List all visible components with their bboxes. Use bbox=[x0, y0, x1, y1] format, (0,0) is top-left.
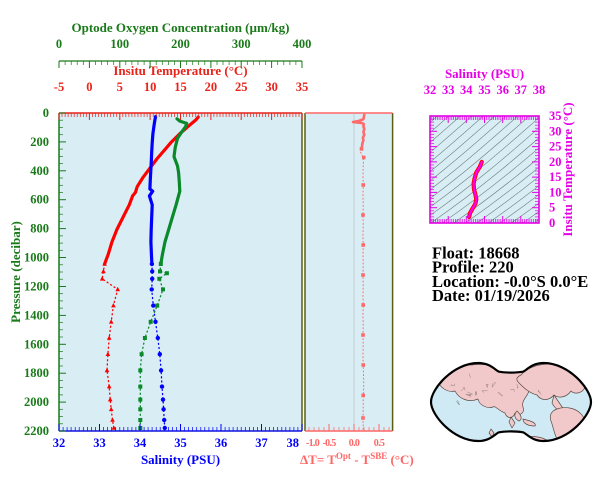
svg-text:2000: 2000 bbox=[24, 395, 49, 409]
svg-text:33: 33 bbox=[442, 83, 455, 97]
svg-text:35: 35 bbox=[174, 436, 187, 450]
svg-text:400: 400 bbox=[293, 37, 312, 51]
svg-text:1800: 1800 bbox=[24, 366, 49, 380]
svg-text:38: 38 bbox=[533, 83, 546, 97]
svg-text:Optode Oxygen Concentration (µ: Optode Oxygen Concentration (µm/kg) bbox=[71, 20, 289, 35]
svg-text:0.5: 0.5 bbox=[374, 438, 385, 449]
svg-text:33: 33 bbox=[93, 436, 106, 450]
svg-text:34: 34 bbox=[460, 83, 473, 97]
svg-text:0: 0 bbox=[86, 80, 92, 94]
svg-text:Insitu Temperature (°C): Insitu Temperature (°C) bbox=[560, 102, 575, 236]
svg-text:1200: 1200 bbox=[24, 280, 49, 294]
svg-text:200: 200 bbox=[30, 135, 49, 149]
svg-text:32: 32 bbox=[424, 83, 437, 97]
svg-text:10: 10 bbox=[144, 80, 157, 94]
svg-text:Pressure (decibar): Pressure (decibar) bbox=[8, 221, 23, 323]
svg-text:30: 30 bbox=[265, 80, 278, 94]
svg-text:37: 37 bbox=[515, 83, 528, 97]
svg-text:-0.5: -0.5 bbox=[322, 438, 336, 449]
svg-text:37: 37 bbox=[255, 436, 268, 450]
svg-text:Date: 01/19/2026: Date: 01/19/2026 bbox=[432, 286, 550, 305]
svg-text:36: 36 bbox=[496, 83, 509, 97]
svg-text:0.0: 0.0 bbox=[349, 438, 360, 449]
svg-text:-5: -5 bbox=[54, 80, 64, 94]
svg-text:0: 0 bbox=[56, 37, 62, 51]
svg-text:5: 5 bbox=[117, 80, 123, 94]
svg-text:38: 38 bbox=[287, 436, 300, 450]
svg-text:1000: 1000 bbox=[24, 251, 49, 265]
svg-text:32: 32 bbox=[53, 436, 66, 450]
svg-text:25: 25 bbox=[235, 80, 248, 94]
svg-text:0: 0 bbox=[43, 106, 49, 120]
svg-text:35: 35 bbox=[478, 83, 491, 97]
svg-text:1400: 1400 bbox=[24, 308, 49, 322]
svg-text:1600: 1600 bbox=[24, 337, 49, 351]
svg-text:36: 36 bbox=[215, 436, 228, 450]
svg-text:600: 600 bbox=[30, 193, 49, 207]
svg-text:300: 300 bbox=[232, 37, 251, 51]
svg-text:15: 15 bbox=[174, 80, 187, 94]
svg-text:200: 200 bbox=[171, 37, 190, 51]
svg-text:Salinity (PSU): Salinity (PSU) bbox=[445, 66, 524, 81]
svg-text:2200: 2200 bbox=[24, 424, 49, 438]
svg-text:5: 5 bbox=[549, 201, 555, 215]
svg-text:100: 100 bbox=[110, 37, 129, 51]
svg-text:Salinity (PSU): Salinity (PSU) bbox=[141, 452, 220, 467]
svg-text:35: 35 bbox=[296, 80, 309, 94]
svg-text:-1.0: -1.0 bbox=[306, 438, 320, 449]
svg-text:34: 34 bbox=[134, 436, 147, 450]
svg-text:400: 400 bbox=[30, 164, 49, 178]
svg-text:0: 0 bbox=[549, 216, 555, 230]
svg-text:ΔT= TOpt - TSBE (°C): ΔT= TOpt - TSBE (°C) bbox=[300, 451, 414, 467]
svg-text:800: 800 bbox=[30, 222, 49, 236]
svg-text:20: 20 bbox=[205, 80, 218, 94]
